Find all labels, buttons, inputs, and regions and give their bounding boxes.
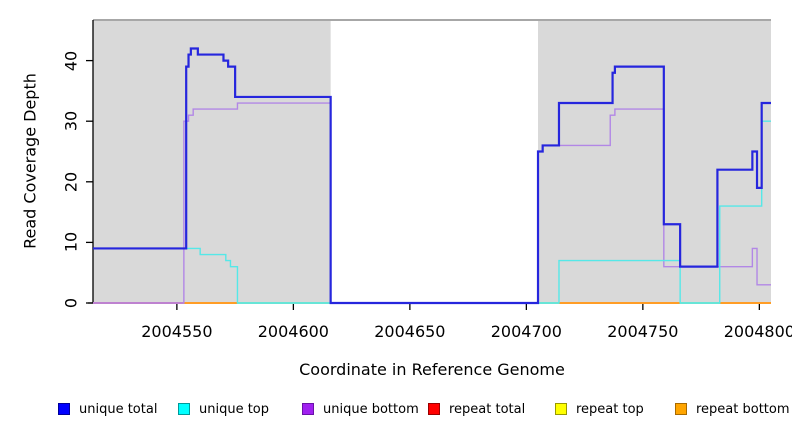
x-tick-label: 2004700 <box>490 322 562 341</box>
x-tick-label: 2004750 <box>607 322 679 341</box>
legend-swatch-icon <box>178 403 190 415</box>
legend-swatch-icon <box>428 403 440 415</box>
legend-item-unique-total: unique total <box>58 401 158 417</box>
legend-label: repeat total <box>449 401 526 417</box>
x-axis-label: Coordinate in Reference Genome <box>299 360 565 379</box>
legend-swatch-icon <box>555 403 567 415</box>
y-tick-label: 20 <box>61 171 81 192</box>
y-tick-label: 40 <box>61 50 81 71</box>
x-tick-label: 2004800 <box>723 322 792 341</box>
shaded-region <box>538 21 771 303</box>
legend-swatch-icon <box>58 403 70 415</box>
y-tick-label: 10 <box>61 232 81 253</box>
legend-label: unique bottom <box>323 401 419 417</box>
legend-label: unique top <box>199 401 270 417</box>
legend-item-repeat-bottom: repeat bottom <box>675 401 790 417</box>
legend-item-unique-top: unique top <box>178 401 270 417</box>
y-tick-label: 0 <box>61 297 81 309</box>
legend-item-repeat-total: repeat total <box>428 401 526 417</box>
x-tick-label: 2004650 <box>374 322 446 341</box>
legend-item-repeat-top: repeat top <box>555 401 644 417</box>
legend-item-unique-bottom: unique bottom <box>302 401 419 417</box>
legend-swatch-icon <box>302 403 314 415</box>
legend-label: unique total <box>79 401 158 417</box>
series-unique-total <box>93 47 771 305</box>
legend-swatch-icon <box>675 403 687 415</box>
x-tick-label: 2004550 <box>141 322 213 341</box>
y-tick-label: 30 <box>61 111 81 132</box>
x-tick-label: 2004600 <box>257 322 329 341</box>
legend-label: repeat top <box>576 401 644 417</box>
y-axis-label: Read Coverage Depth <box>20 73 40 249</box>
legend-label: repeat bottom <box>696 401 790 417</box>
shaded-region <box>93 21 331 303</box>
